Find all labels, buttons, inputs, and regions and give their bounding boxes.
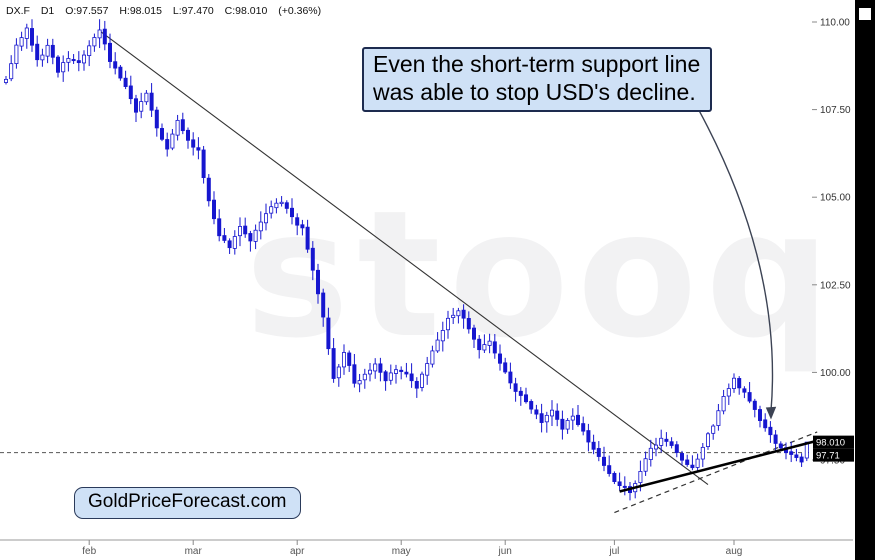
y-axis-label: 100.00 xyxy=(820,368,851,379)
y-axis-label: 102.50 xyxy=(820,280,851,291)
low-value: L:97.470 xyxy=(172,5,214,17)
site-badge-label: GoldPriceForecast.com xyxy=(88,491,287,512)
open-value: O:97.557 xyxy=(65,5,109,17)
watermark: stooq xyxy=(245,174,839,377)
symbol-label: DX.F xyxy=(6,5,30,17)
y-axis-label: 107.50 xyxy=(820,105,851,116)
x-axis-label: mar xyxy=(185,546,203,557)
ohlc-readout: DX.F D1 O:97.557 H:98.015 L:97.470 C:98.… xyxy=(6,5,329,17)
x-axis-label: aug xyxy=(726,546,743,557)
support-line xyxy=(619,439,818,493)
prev-price-tag: 97.71 xyxy=(813,448,854,462)
annotation-line1: Even the short-term support line xyxy=(373,51,701,77)
candlestick-series xyxy=(4,19,809,501)
right-edge-panel xyxy=(855,0,875,560)
x-axis: feb mar apr may jun jul aug xyxy=(0,539,853,557)
change-value: (+0.36%) xyxy=(278,5,322,17)
panel-button[interactable] xyxy=(859,8,871,20)
y-axis-label: 105.00 xyxy=(820,193,851,204)
annotation-arrow xyxy=(697,108,774,412)
annotation-callout: Even the short-term support line was abl… xyxy=(362,47,713,113)
high-value: H:98.015 xyxy=(119,5,162,17)
x-axis-label: may xyxy=(392,546,411,557)
x-axis-label: jul xyxy=(608,546,619,557)
annotation-arrowhead xyxy=(765,406,777,420)
site-badge[interactable]: GoldPriceForecast.com xyxy=(74,487,301,519)
close-value: C:98.010 xyxy=(224,5,268,17)
svg-text:98.010: 98.010 xyxy=(816,438,845,449)
downtrend-line xyxy=(99,30,709,485)
support-dashed-line xyxy=(614,431,818,514)
y-axis-label: 110.00 xyxy=(820,18,850,29)
svg-text:97.71: 97.71 xyxy=(816,451,840,462)
last-price-tag: 98.010 xyxy=(813,435,854,449)
x-axis-label: jun xyxy=(498,546,512,557)
x-axis-label: apr xyxy=(290,546,305,557)
annotation-line2: was able to stop USD's decline. xyxy=(373,79,696,106)
x-axis-label: feb xyxy=(82,546,96,557)
interval-label: D1 xyxy=(40,5,55,17)
